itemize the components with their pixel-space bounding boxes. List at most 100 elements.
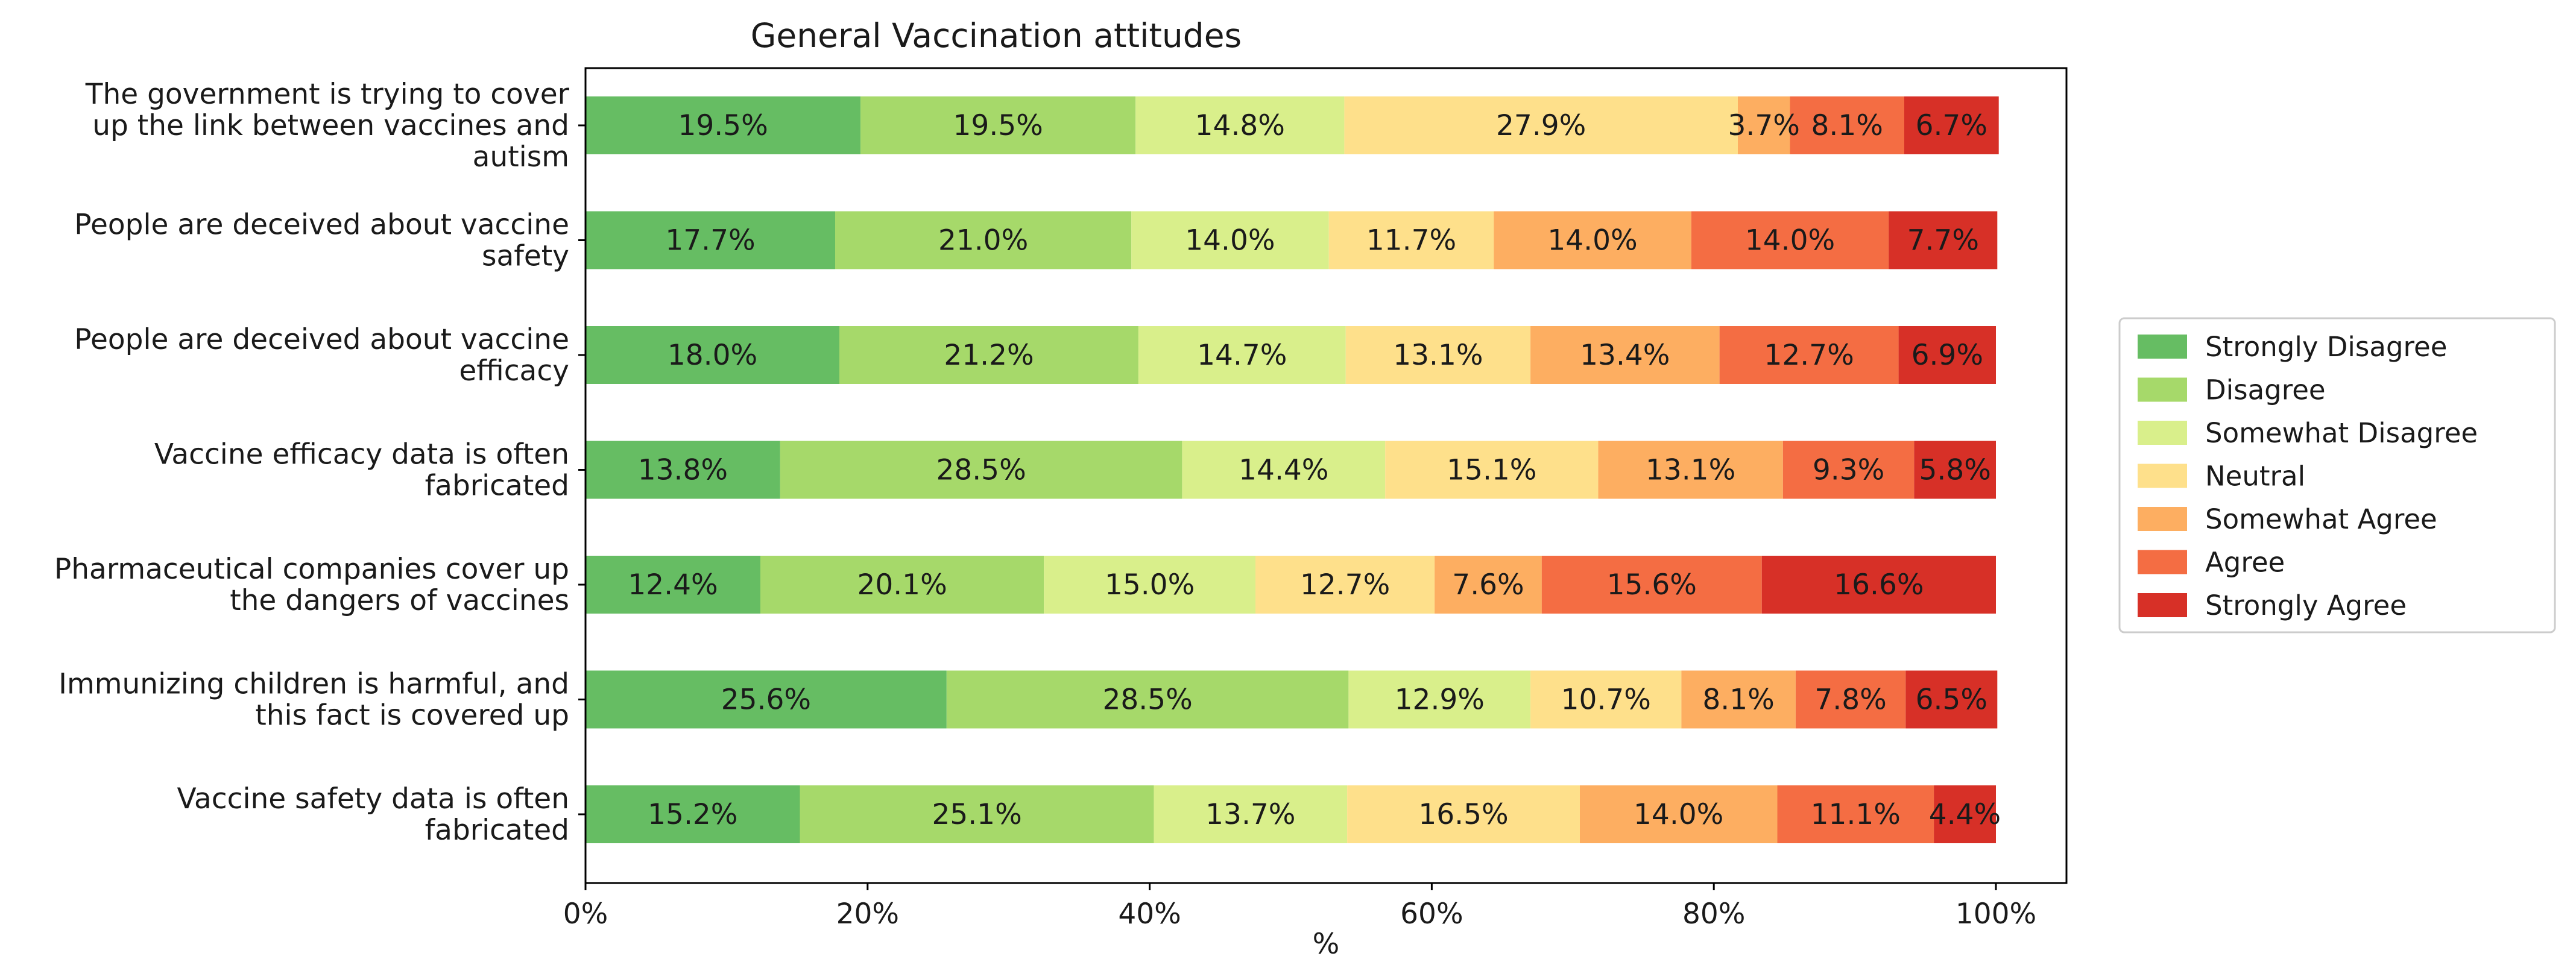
bar-value-label: 14.4% [1239,454,1328,487]
bar-segment [1344,96,1738,154]
bar-segment [839,326,1138,384]
bar-segment [860,96,1136,154]
bar-segment [1905,670,1998,729]
bar-segment [1795,670,1906,729]
category-label: Pharmaceutical companies cover up the dan… [54,553,569,617]
bar-value-label: 8.1% [1811,109,1883,142]
bar-segment [1345,326,1531,384]
bar-value-label: 16.6% [1834,568,1924,602]
bar-value-label: 14.0% [1634,798,1723,831]
bar-segment [1777,785,1934,843]
bar-value-label: 14.8% [1195,109,1285,142]
bar-segment [1719,326,1899,384]
bar-value-label: 15.6% [1607,568,1697,602]
bar-value-label: 25.6% [721,684,811,717]
category-labels: The government is trying to cover up the … [54,78,570,847]
bar-value-label: 14.0% [1745,224,1835,257]
legend-label: Neutral [2205,460,2305,492]
bar-segment [586,326,839,384]
x-tick-label: 100% [1956,897,2036,931]
bar-value-label: 27.9% [1496,109,1586,142]
legend-swatch [2138,593,2187,617]
bar-value-label: 20.1% [857,568,947,602]
category-label: Vaccine efficacy data is often fabricated [154,438,569,503]
bar-value-label: 8.1% [1702,684,1774,717]
bar-segment [1738,96,1790,154]
bar-segment [1914,441,1996,499]
bar-segment [835,211,1132,269]
bar-segment [1934,785,1996,843]
x-tick-label: 40% [1118,897,1181,931]
x-tick-label: 20% [836,897,899,931]
x-tick-label: 80% [1682,897,1745,931]
bar-segment [1494,211,1691,269]
bar-segment [946,670,1349,729]
bar-value-label: 17.7% [665,224,755,257]
bar-value-label: 15.2% [648,798,737,831]
bar-segment [1182,441,1386,499]
bar-segment [780,441,1182,499]
plot-frame [584,67,2068,884]
bar-segment [1598,441,1783,499]
bar-value-label: 13.1% [1646,454,1735,487]
legend: Strongly Disagree Disagree Somewhat Disagr… [2118,317,2556,633]
legend-label: Somewhat Disagree [2205,417,2478,449]
x-tick-label: 0% [563,897,608,931]
bar-value-label: 6.9% [1911,339,1983,372]
bar-segment [1385,441,1599,499]
bar-segment [586,785,800,843]
bar-segment [1898,326,1996,384]
bar-value-label: 9.3% [1813,454,1884,487]
legend-swatch [2138,550,2187,574]
bar-value-label: 21.0% [938,224,1028,257]
x-axis-label: % [1313,928,1340,961]
bar-value-label: 12.7% [1300,568,1390,602]
legend-label: Somewhat Agree [2205,503,2437,535]
bar-segment [1541,556,1762,614]
bar-value-label: 6.5% [1916,684,1987,717]
bar-segment [586,96,861,154]
legend-label: Strongly Agree [2205,589,2407,621]
bar-segment [586,441,780,499]
category-label: The government is trying to cover up the … [85,78,570,174]
chart-title: General Vaccination attitudes [751,16,1242,55]
legend-label: Strongly Disagree [2205,331,2447,363]
bar-value-label: 15.1% [1447,454,1536,487]
bar-segment [1530,670,1682,729]
bar-value-label: 12.4% [628,568,718,602]
bar-value-label: 11.7% [1366,224,1456,257]
bar-segment [1348,670,1531,729]
bar-segment [1328,211,1494,269]
bar-segment [586,556,760,614]
bar-value-label: 7.8% [1814,684,1886,717]
bar-segment [1889,211,1998,269]
bar-value-label: 7.6% [1452,568,1524,602]
bar-value-label: 14.0% [1185,224,1275,257]
legend-label: Disagree [2205,374,2326,406]
bar-segment [1135,96,1345,154]
bar-value-label: 12.9% [1395,684,1485,717]
bar-value-label: 11.1% [1811,798,1901,831]
bar-value-label: 18.0% [668,339,757,372]
bar-segment [1138,326,1346,384]
bar-value-label: 10.7% [1561,684,1651,717]
bar-value-label: 13.4% [1580,339,1670,372]
bar-value-label: 3.7% [1728,109,1799,142]
bar-value-label: 12.7% [1764,339,1854,372]
bar-value-label: 14.7% [1197,339,1287,372]
category-label: Vaccine safety data is often fabricated [177,782,569,847]
bars-layer [586,96,1999,843]
legend-frame [2118,317,2556,633]
bar-segment [1681,670,1796,729]
bar-value-label: 5.8% [1919,454,1990,487]
bar-segment [1154,785,1347,843]
bar-value-label: 13.1% [1393,339,1483,372]
bar-value-label: 25.1% [932,798,1021,831]
bar-segment [800,785,1154,843]
legend-label: Agree [2205,547,2285,579]
bar-value-label: 7.7% [1907,224,1979,257]
bar-value-label: 14.0% [1547,224,1637,257]
bar-segment [1782,441,1915,499]
category-label: People are deceived about vaccine safety [74,209,569,273]
